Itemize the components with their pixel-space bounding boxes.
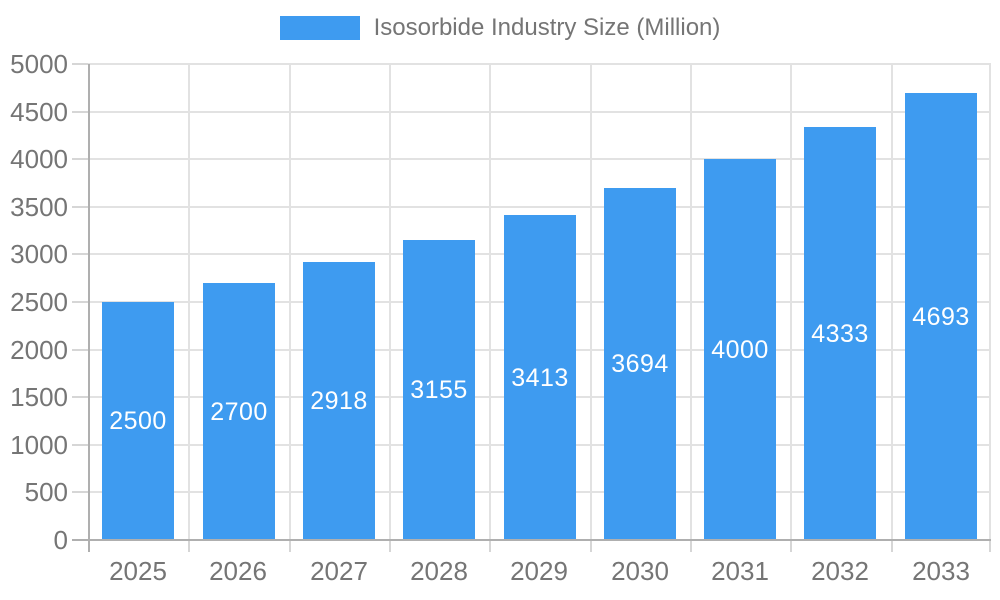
bar-value-label: 2918	[310, 387, 368, 415]
bar[interactable]: 4333	[804, 127, 876, 540]
x-axis-tick	[891, 540, 893, 552]
y-axis-tick	[72, 253, 88, 255]
x-axis-tick-label: 2026	[209, 556, 267, 586]
bar-value-label: 3155	[410, 376, 468, 404]
y-axis-tick	[72, 63, 88, 65]
y-axis-tick	[72, 111, 88, 113]
bar-value-label: 3413	[511, 363, 569, 392]
bar[interactable]: 2700	[203, 283, 275, 540]
y-axis-tick	[72, 396, 88, 398]
gridline-vertical	[489, 64, 491, 540]
gridline-horizontal	[88, 63, 991, 65]
bar-value-label: 4693	[912, 302, 970, 331]
y-axis-tick	[72, 206, 88, 208]
y-axis-line	[88, 64, 90, 552]
y-axis-tick-label: 4000	[10, 144, 68, 174]
legend-swatch	[279, 16, 360, 40]
bar-value-label: 2700	[210, 397, 268, 426]
y-axis-tick-label: 1000	[10, 430, 68, 460]
plot-area: 0 500 1000 1500 2000 2500 3000 3500 4000 4500 5000…	[10, 49, 991, 586]
x-axis-tick	[690, 540, 692, 552]
bar[interactable]: 2500	[102, 302, 174, 540]
gridline-horizontal	[88, 206, 991, 208]
gridline-vertical	[590, 64, 592, 540]
y-axis-tick-label: 500	[24, 477, 68, 507]
bar[interactable]: 4693	[905, 93, 977, 540]
x-axis-tick-label: 2027	[310, 556, 368, 586]
bar[interactable]: 3155	[403, 240, 475, 540]
x-axis-tick	[489, 540, 491, 552]
gridline-vertical	[690, 64, 692, 540]
x-axis-tick	[289, 540, 291, 552]
y-axis-tick-label: 1500	[10, 382, 68, 412]
bar-value-label: 4333	[811, 319, 869, 348]
gridline-horizontal	[88, 111, 991, 113]
y-axis-tick	[72, 158, 88, 160]
y-axis-tick-label: 2500	[10, 287, 68, 317]
y-axis-tick	[72, 349, 88, 351]
x-axis-tick-label: 2030	[611, 556, 669, 586]
x-axis-tick	[389, 540, 391, 552]
gridline-horizontal	[88, 158, 991, 160]
gridline-vertical	[389, 64, 391, 540]
x-axis-tick-label: 2031	[711, 556, 769, 586]
bar-value-label: 4000	[711, 335, 769, 364]
x-axis-tick	[790, 540, 792, 552]
x-axis-tick	[590, 540, 592, 552]
bar-value-label: 3694	[611, 350, 669, 378]
x-axis-tick	[188, 540, 190, 552]
bar-value-label: 2500	[109, 407, 167, 435]
gridline-vertical	[289, 64, 291, 540]
bar[interactable]: 2918	[303, 262, 375, 540]
x-axis-tick-label: 2028	[410, 556, 468, 586]
x-axis-tick-label: 2033	[912, 556, 970, 586]
bar[interactable]: 3413	[504, 215, 576, 540]
x-axis-tick-label: 2029	[510, 556, 568, 586]
gridline-vertical	[188, 64, 190, 540]
x-axis-tick	[989, 540, 991, 552]
y-axis-tick-label: 2000	[10, 335, 68, 365]
y-axis-tick-label: 4500	[10, 97, 68, 127]
legend-item[interactable]: Isosorbide Industry Size (Million)	[0, 14, 1000, 42]
y-axis-tick	[72, 444, 88, 446]
bar[interactable]: 4000	[704, 159, 776, 540]
bar[interactable]: 3694	[604, 188, 676, 540]
y-axis-tick-label: 3000	[10, 239, 68, 269]
x-axis-tick-label: 2025	[109, 556, 167, 586]
x-axis-tick-label: 2032	[811, 556, 869, 586]
y-axis-tick	[72, 491, 88, 493]
legend-label: Isosorbide Industry Size (Million)	[373, 14, 721, 41]
gridline-vertical	[891, 64, 893, 540]
x-axis-line	[72, 539, 991, 541]
gridline-vertical	[790, 64, 792, 540]
y-axis-tick	[72, 301, 88, 303]
y-axis-tick-label: 5000	[10, 49, 68, 79]
y-axis-tick-label: 3500	[10, 192, 68, 222]
y-axis-tick-label: 0	[53, 525, 68, 555]
gridline-vertical	[989, 64, 991, 540]
